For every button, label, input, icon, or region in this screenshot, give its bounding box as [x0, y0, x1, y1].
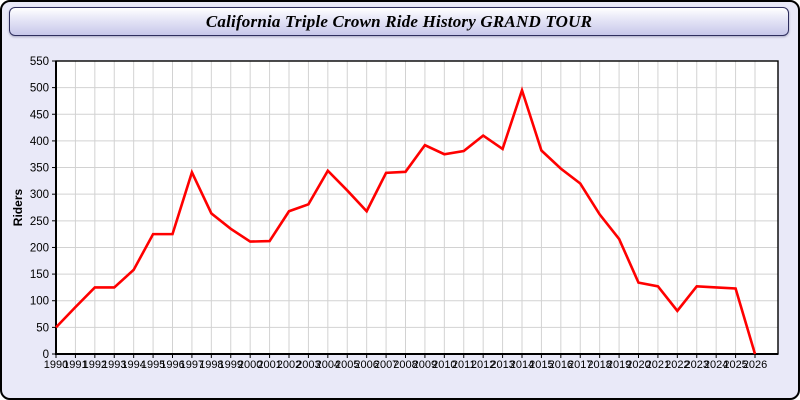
x-tick-label: 2020	[626, 359, 650, 371]
x-tick-label: 2016	[549, 359, 573, 371]
x-tick-label: 2000	[238, 359, 262, 371]
chart-title: California Triple Crown Ride History GRA…	[205, 11, 593, 31]
y-tick-label: 350	[30, 163, 49, 175]
x-tick-label: 2011	[452, 359, 476, 371]
y-tick-label: 0	[43, 349, 49, 361]
x-tick-label: 1991	[63, 359, 87, 371]
x-tick-label: 2018	[587, 359, 611, 371]
x-tick-label: 2024	[704, 359, 728, 371]
x-tick-label: 2015	[529, 359, 553, 371]
y-tick-label: 300	[30, 189, 49, 201]
x-tick-label: 2017	[568, 359, 592, 371]
x-tick-label: 2025	[723, 359, 747, 371]
x-tick-label: 2014	[510, 359, 534, 371]
x-tick-label: 1997	[180, 359, 204, 371]
data-line-riders	[55, 86, 757, 355]
x-tick-label: 2023	[685, 359, 709, 371]
x-tick-label: 2003	[296, 359, 320, 371]
y-tick-label: 450	[30, 109, 49, 121]
y-tick-label: 550	[30, 56, 49, 68]
x-tick-label: 2007	[374, 359, 398, 371]
x-tick-label: 2010	[432, 359, 456, 371]
x-tick-label: 2006	[354, 359, 378, 371]
x-tick-label: 2004	[316, 359, 340, 371]
x-tick-label: 2012	[471, 359, 495, 371]
x-tick-label: 2022	[665, 359, 689, 371]
x-tick-label: 2026	[743, 359, 767, 371]
x-tick-label: 1994	[121, 359, 145, 371]
tick-marks	[52, 60, 756, 358]
x-tick-label: 2021	[646, 359, 670, 371]
x-tick-label: 1999	[219, 359, 243, 371]
x-tick-label: 2019	[607, 359, 631, 371]
y-tick-label: 400	[30, 136, 49, 148]
x-tick-label: 2013	[490, 359, 514, 371]
y-tick-label: 250	[30, 216, 49, 228]
y-axis-title: Riders	[11, 189, 25, 227]
y-tick-label: 150	[30, 269, 49, 281]
plot-background	[56, 61, 778, 354]
title-bar: California Triple Crown Ride History GRA…	[9, 7, 789, 36]
y-tick-label: 100	[30, 296, 49, 308]
x-tick-label: 1993	[102, 359, 126, 371]
x-tick-label: 1995	[141, 359, 165, 371]
y-tick-label: 50	[36, 322, 49, 334]
x-tick-label: 1998	[199, 359, 223, 371]
x-axis-labels: 1990199119921993199419951996199719981999…	[44, 359, 767, 371]
x-tick-label: 2009	[413, 359, 437, 371]
y-tick-label: 200	[30, 242, 49, 254]
x-tick-label: 2005	[335, 359, 359, 371]
x-tick-label: 1996	[160, 359, 184, 371]
y-axis-labels: 0 50 100 150 200 250 300 350 400 450 500 550	[30, 56, 49, 361]
y-tick-label: 500	[30, 83, 49, 95]
x-tick-label: 1992	[83, 359, 107, 371]
x-tick-label: 2001	[257, 359, 281, 371]
x-tick-label: 2002	[277, 359, 301, 371]
x-tick-label: 2008	[393, 359, 417, 371]
x-tick-label: 1990	[44, 359, 68, 371]
